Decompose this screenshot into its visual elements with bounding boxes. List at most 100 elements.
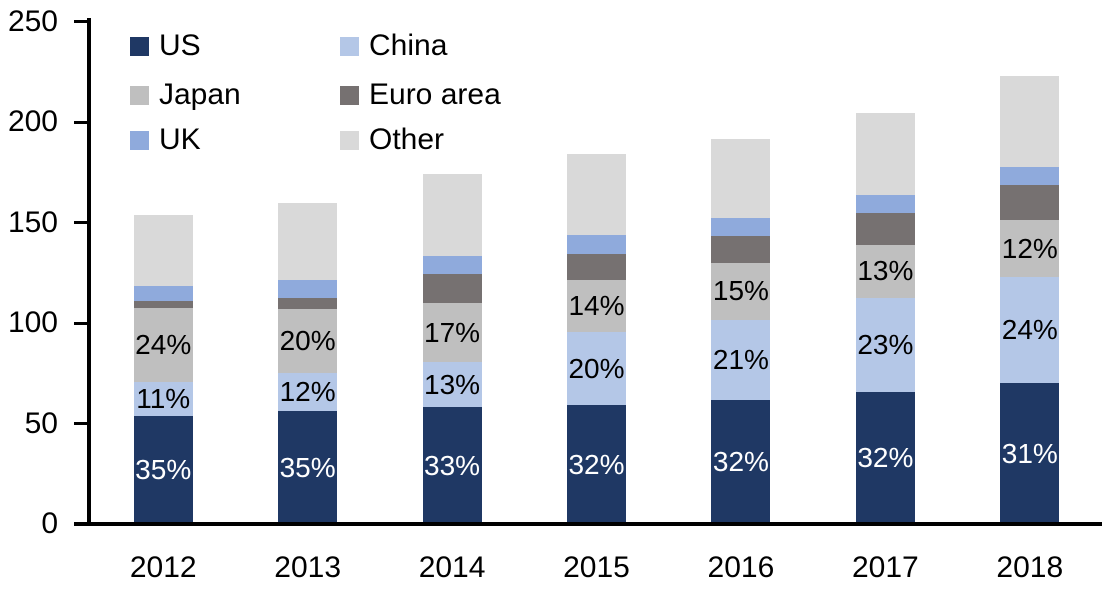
segment-percent-label: 33% xyxy=(424,449,481,481)
segment-percent-label: 23% xyxy=(857,329,914,361)
legend-swatch-icon xyxy=(340,85,359,105)
segment-percent-label: 20% xyxy=(279,325,336,357)
y-axis-tick-label: 250 xyxy=(7,4,58,38)
x-axis-label-2012: 2012 xyxy=(129,551,197,584)
legend-item-other: Other xyxy=(340,124,444,156)
segment-percent-label: 32% xyxy=(568,448,625,480)
bar-segment-us-2017 xyxy=(855,392,915,524)
bar-segment-uk-2018 xyxy=(1000,167,1060,186)
bar-segment-us-2012 xyxy=(133,416,193,524)
y-axis-tick xyxy=(74,522,88,526)
bar-segment-other-2012 xyxy=(133,215,193,286)
x-axis-label-2015: 2015 xyxy=(563,551,630,584)
legend-label: US xyxy=(159,29,201,62)
bar-segment-us-2014 xyxy=(422,407,482,524)
bar-segment-uk-2014 xyxy=(422,255,482,274)
legend-label: Japan xyxy=(159,78,241,111)
bar-segment-euro-area-2015 xyxy=(567,253,626,280)
bar-segment-us-2018 xyxy=(1000,383,1060,524)
legend-swatch-icon xyxy=(130,36,149,56)
x-axis-label-2017: 2017 xyxy=(851,551,919,584)
bar-segment-china-2014 xyxy=(422,362,482,408)
bar-segment-china-2016 xyxy=(711,319,771,401)
bar-segment-other-2015 xyxy=(567,154,626,235)
bar-segment-china-2013 xyxy=(278,373,338,412)
segment-percent-label: 12% xyxy=(279,376,336,408)
y-axis-tick-label: 50 xyxy=(24,406,58,440)
legend-label: UK xyxy=(159,123,201,156)
x-axis-line xyxy=(74,522,1102,526)
bar-segment-japan-2012 xyxy=(133,307,193,383)
y-axis-tick xyxy=(74,120,88,124)
segment-percent-label: 13% xyxy=(857,255,914,287)
legend-swatch-icon xyxy=(130,130,149,150)
legend-label: China xyxy=(369,29,448,62)
bar-segment-japan-2013 xyxy=(278,308,338,374)
x-axis-label-2018: 2018 xyxy=(996,551,1064,584)
bar-segment-euro-area-2017 xyxy=(855,213,915,245)
legend-label: Euro area xyxy=(369,78,501,111)
y-axis-tick-label: 100 xyxy=(7,306,58,339)
bar-segment-china-2015 xyxy=(567,332,626,406)
segment-percent-label: 24% xyxy=(135,329,192,361)
bar-segment-other-2014 xyxy=(422,174,482,256)
segment-percent-label: 14% xyxy=(568,289,625,321)
bar-segment-japan-2014 xyxy=(422,302,482,363)
bar-segment-us-2013 xyxy=(278,411,338,524)
legend-swatch-icon xyxy=(340,130,359,150)
bar-segment-japan-2016 xyxy=(711,262,771,320)
x-axis-label-2016: 2016 xyxy=(707,551,775,584)
segment-percent-label: 21% xyxy=(712,344,769,376)
bar-segment-euro-area-2016 xyxy=(711,235,771,263)
y-axis-tick-label: 200 xyxy=(7,105,58,138)
legend-item-japan: Japan xyxy=(130,79,241,111)
y-axis-tick xyxy=(74,321,88,325)
y-axis-tick-label: 0 xyxy=(41,507,58,540)
bar-segment-china-2018 xyxy=(1000,276,1060,384)
legend-swatch-icon xyxy=(340,36,359,56)
x-axis-label-2013: 2013 xyxy=(274,551,342,584)
x-axis-label-2014: 2014 xyxy=(418,551,486,584)
bar-segment-other-2013 xyxy=(278,203,338,280)
segment-percent-label: 15% xyxy=(712,275,769,307)
segment-percent-label: 31% xyxy=(1001,437,1058,469)
bar-segment-uk-2016 xyxy=(711,218,771,236)
bar-segment-us-2016 xyxy=(711,400,771,524)
legend-item-us: US xyxy=(130,30,201,62)
bar-segment-other-2017 xyxy=(855,112,915,196)
segment-percent-label: 17% xyxy=(424,316,481,348)
bar-segment-uk-2013 xyxy=(278,279,338,298)
bar-segment-uk-2015 xyxy=(567,234,626,254)
bar-segment-japan-2017 xyxy=(855,244,915,298)
bar-segment-euro-area-2014 xyxy=(422,273,482,303)
y-axis-tick xyxy=(74,20,88,23)
bar-segment-euro-area-2018 xyxy=(1000,185,1060,221)
legend-item-uk: UK xyxy=(130,124,201,156)
legend-item-china: China xyxy=(340,30,447,62)
segment-percent-label: 32% xyxy=(712,446,769,478)
segment-percent-label: 35% xyxy=(279,451,336,483)
segment-percent-label: 11% xyxy=(136,383,191,415)
bar-segment-japan-2015 xyxy=(567,279,626,333)
y-axis-tick-label: 150 xyxy=(7,205,58,239)
bar-segment-japan-2018 xyxy=(1000,220,1060,277)
segment-percent-label: 20% xyxy=(568,352,625,384)
bar-segment-euro-area-2012 xyxy=(133,300,193,308)
bar-segment-china-2012 xyxy=(133,382,193,417)
legend-swatch-icon xyxy=(130,85,149,105)
segment-percent-label: 24% xyxy=(1001,314,1058,346)
segment-percent-label: 32% xyxy=(857,442,914,474)
segment-percent-label: 35% xyxy=(135,454,192,486)
bar-segment-other-2018 xyxy=(1000,75,1060,168)
bar-segment-us-2015 xyxy=(567,405,626,524)
bar-segment-uk-2012 xyxy=(133,285,193,301)
y-axis-tick xyxy=(74,422,88,425)
segment-percent-label: 13% xyxy=(424,368,481,400)
y-axis-tick xyxy=(74,221,88,224)
bar-segment-other-2016 xyxy=(711,139,771,219)
bar-segment-china-2017 xyxy=(855,297,915,393)
segment-percent-label: 12% xyxy=(1001,232,1058,264)
bar-segment-uk-2017 xyxy=(855,195,915,214)
y-axis-line xyxy=(87,18,91,526)
